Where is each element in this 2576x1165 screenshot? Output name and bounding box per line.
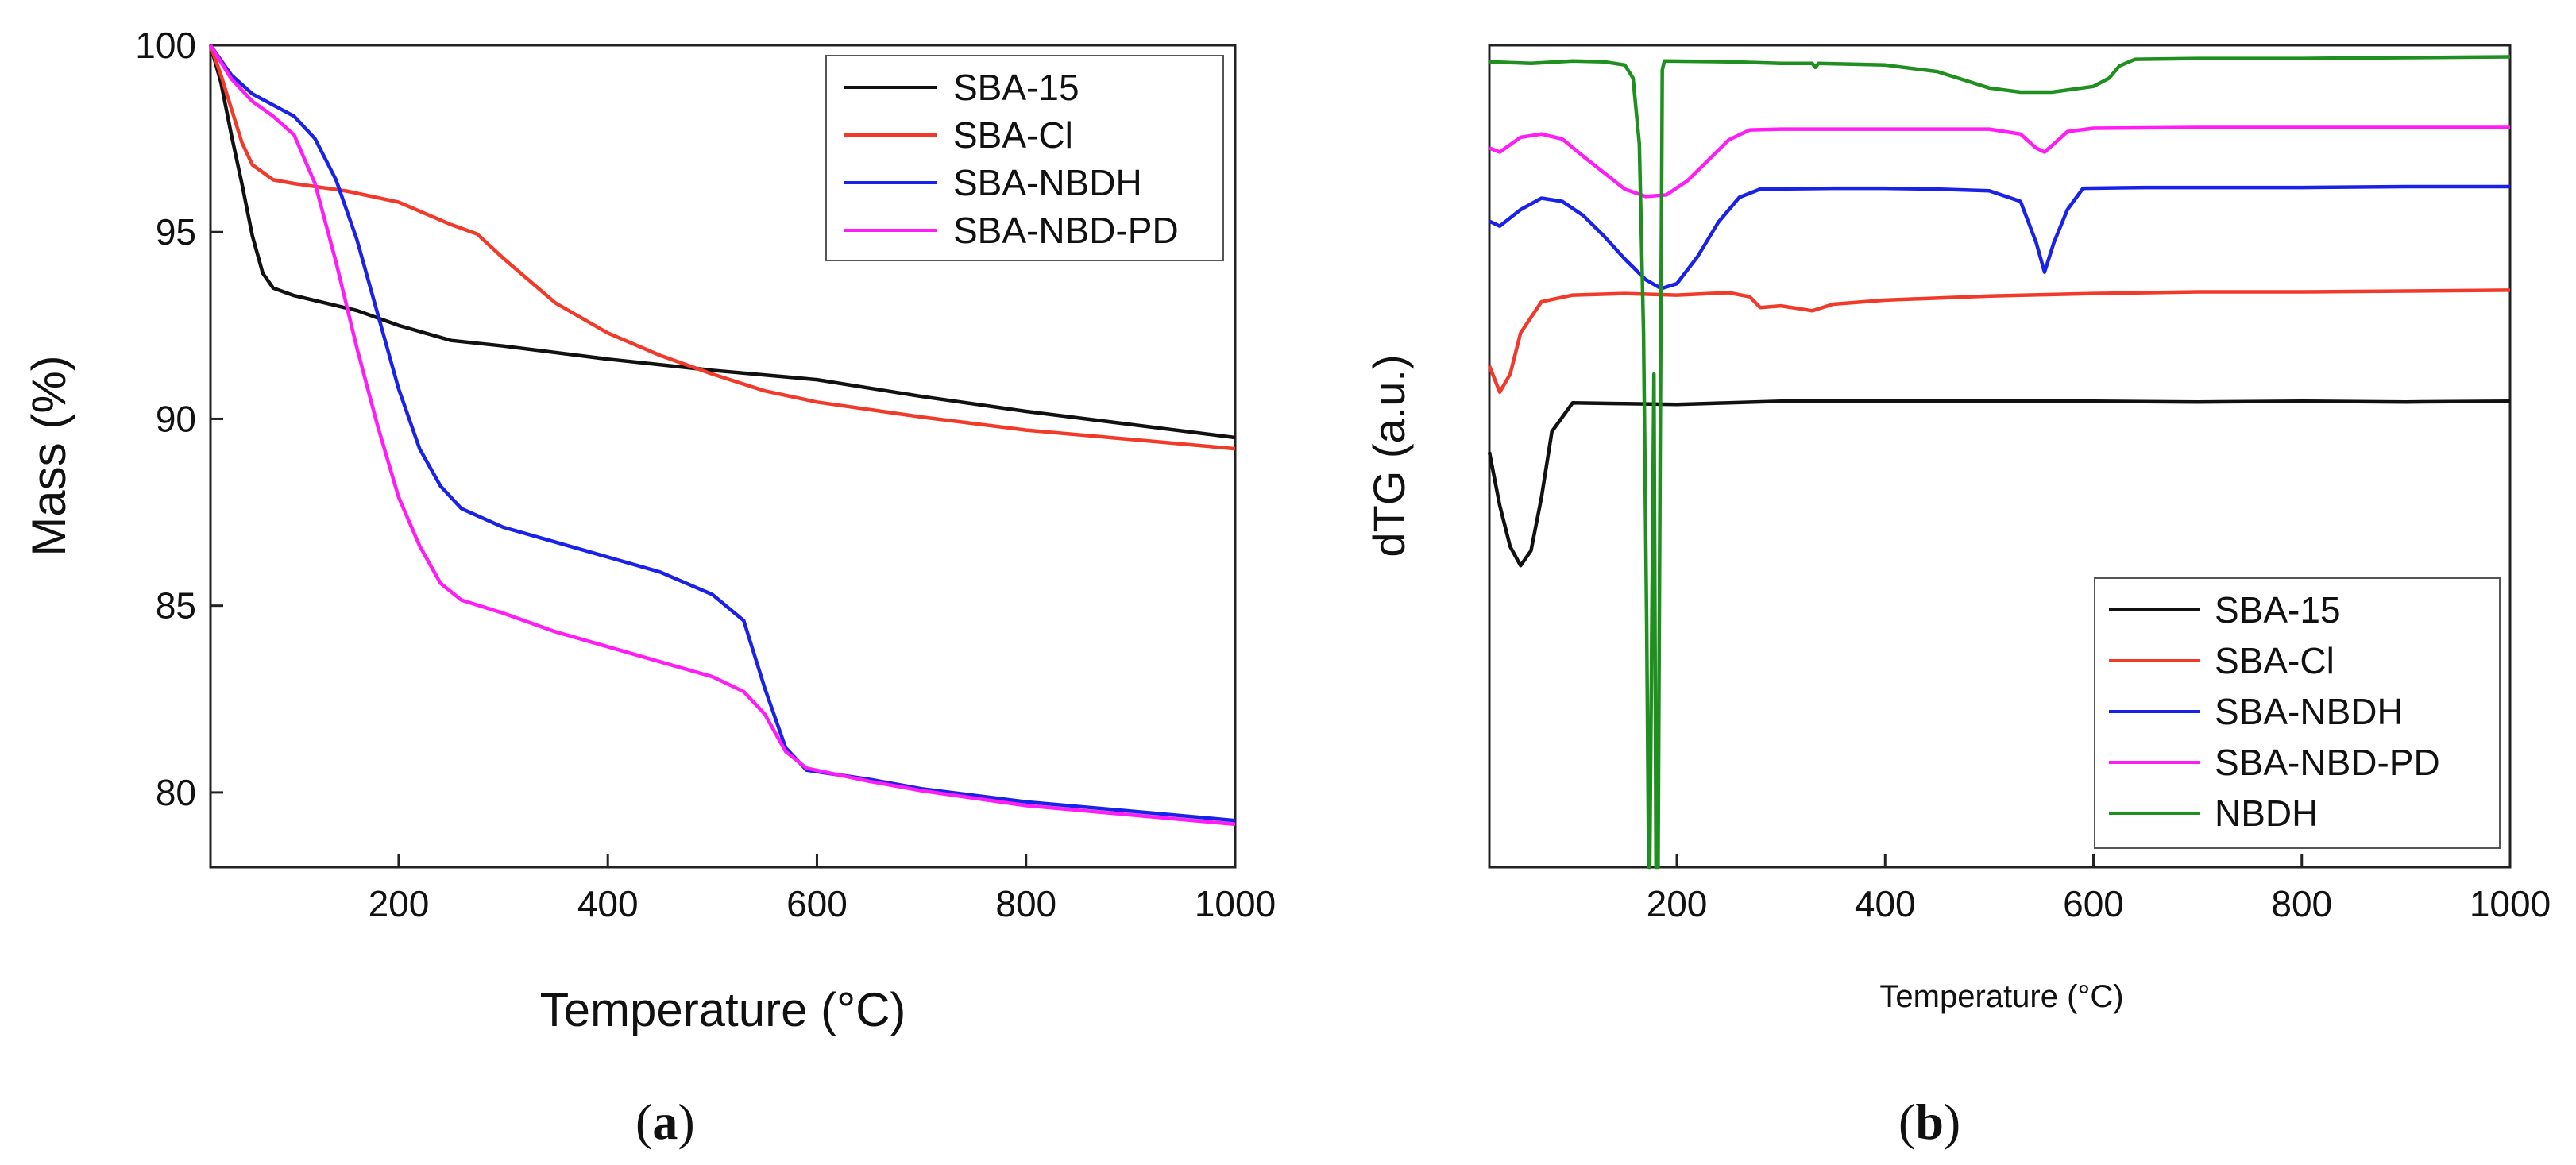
x-tick-label-b-1000: 1000 [2470,883,2551,924]
legend-b-label-sba-15: SBA-15 [2215,589,2341,631]
panel-a-x-axis-title: Temperature (°C) [540,983,906,1036]
x-tick-label-b-800: 800 [2271,883,2332,924]
series-line-a-sba-cl [208,44,1236,451]
series-line-b-sba-nbdh [1489,184,2510,291]
legend-a-label-sba-15: SBA-15 [953,67,1079,108]
y-tick-label-a-95: 95 [156,211,196,253]
x-tick-label-a-600: 600 [786,883,848,924]
legend-b-label-sba-nbd-pd: SBA-NBD-PD [2215,742,2440,783]
legend-a-label-sba-nbd-pd: SBA-NBD-PD [953,210,1179,251]
y-tick-label-a-80: 80 [156,772,196,813]
series-line-b-nbdh [1489,55,2511,870]
x-tick-label-a-1000: 1000 [1195,883,1276,924]
legend-a-label-sba-cl: SBA-Cl [953,114,1073,156]
series-line-b-sba-nbd-pd [1489,125,2510,199]
x-tick-label-b-600: 600 [2063,883,2124,924]
x-tick-label-a-200: 200 [369,883,430,924]
x-tick-label-b-200: 200 [1647,883,1708,924]
x-tick-label-b-400: 400 [1855,883,1916,924]
panel-a-mass-chart: 200 400 600 800 1000 80 85 90 95 100 Temperature … [22,25,1276,1150]
legend-b-label-sba-cl: SBA-Cl [2215,640,2335,681]
plot-b-ticks: 200 400 600 800 1000 [1647,854,2551,924]
panel-b-y-axis-title: dTG (a.u.) [1364,354,1414,557]
y-tick-label-a-85: 85 [156,585,196,627]
x-tick-label-a-800: 800 [995,883,1056,924]
x-tick-label-a-400: 400 [577,883,639,924]
series-line-a-sba-nbd-pd [209,44,1236,827]
panel-a-legend-box [825,55,1224,261]
plot-b-lines [1487,55,2511,870]
plot-a-ticks: 200 400 600 800 1000 80 85 90 95 100 [135,25,1276,924]
panel-a-legend: SBA-15 SBA-Cl SBA-NBDH SBA-NBD-PD [825,55,1224,261]
panel-a-y-axis-title: Mass (%) [22,355,75,556]
panel-b-dtg-chart: 200 400 600 800 1000 Temperature (°C) dTG (a… [1364,44,2551,1150]
series-line-b-sba-cl [1487,288,2511,395]
plot-a-frame [209,44,1237,869]
series-line-b-sba-15 [1487,399,2511,568]
y-tick-label-a-90: 90 [156,398,196,439]
legend-b-label-nbdh: NBDH [2215,793,2318,834]
panel-b-legend: SBA-15 SBA-Cl SBA-NBDH SBA-NBD-PD NBDH [2094,577,2501,849]
panel-a-label: (a) [635,1094,695,1150]
panel-b-label: (b) [1898,1094,1960,1150]
y-tick-label-a-100: 100 [135,25,196,66]
panel-b-x-axis-title: Temperature (°C) [1879,979,2123,1014]
plot-a-lines [208,44,1236,827]
legend-b-label-sba-nbdh: SBA-NBDH [2215,691,2404,732]
legend-a-label-sba-nbdh: SBA-NBDH [953,162,1142,203]
